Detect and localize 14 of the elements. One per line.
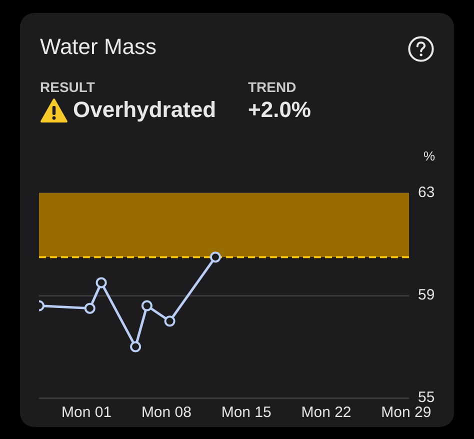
chart-title: Water Mass [40,34,157,60]
x-tick-label: Mon 29 [381,404,432,422]
x-tick-label: Mon 01 [62,404,112,422]
text: +2.0% [248,97,311,123]
y-tick-label: 59 [418,286,435,304]
text: RESULT [40,79,95,95]
y-tick-label: 63 [418,184,435,202]
y-axis-title: % [423,148,436,164]
text: Overhydrated [73,97,216,123]
x-tick-label: Mon 15 [221,404,272,422]
x-tick-label: Mon 08 [141,404,192,422]
text: TREND [248,79,296,95]
y-tick-label: 55 [418,389,435,406]
x-tick-label: Mon 22 [301,404,352,422]
